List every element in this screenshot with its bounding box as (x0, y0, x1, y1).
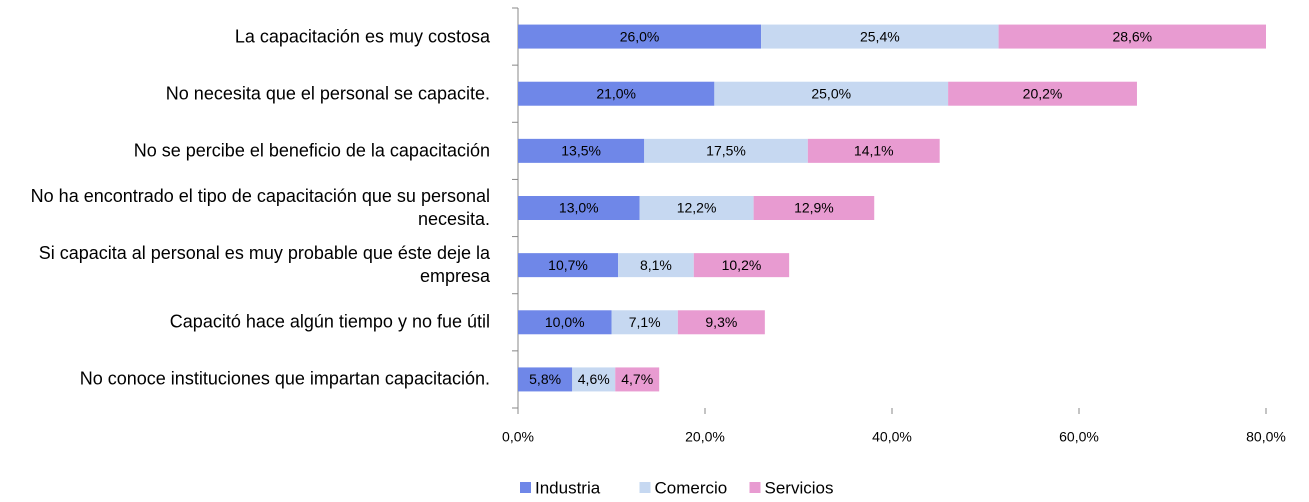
bar-segment (693, 253, 790, 278)
legend-swatch (520, 482, 531, 493)
bar-segment (518, 367, 573, 392)
bar-segment (639, 196, 754, 220)
value-label: 25,0% (811, 85, 851, 101)
bar-segment (714, 81, 949, 106)
value-label: 4,7% (621, 371, 653, 387)
value-label: 12,9% (794, 200, 834, 216)
x-tick-label: 20,0% (685, 429, 725, 445)
value-label: 13,5% (561, 143, 601, 159)
x-tick-label: 40,0% (872, 429, 912, 445)
x-tick-label: 60,0% (1059, 429, 1099, 445)
category-label: La capacitación es muy costosa (234, 26, 490, 47)
value-label: 5,8% (529, 371, 561, 387)
value-label: 12,2% (677, 200, 717, 216)
bar-segment (644, 138, 808, 163)
bar-segment (572, 367, 616, 392)
value-label: 7,1% (629, 314, 661, 330)
value-label: 10,0% (545, 314, 585, 330)
bar-segment (761, 24, 999, 49)
bar-segment (615, 367, 660, 392)
bar-segment (518, 81, 715, 106)
bar-segment (518, 253, 619, 278)
value-label: 9,3% (705, 314, 737, 330)
bar-segment (518, 138, 645, 163)
legend-label: Comercio (655, 478, 728, 497)
value-label: 28,6% (1112, 28, 1152, 44)
bar-segment (807, 138, 940, 163)
value-label: 14,1% (854, 143, 894, 159)
value-label: 10,7% (548, 257, 588, 273)
legend-swatch (749, 482, 761, 493)
bar-segment (611, 310, 678, 335)
value-label: 8,1% (640, 257, 672, 273)
bar-segment (753, 196, 875, 220)
bar-segment (998, 24, 1266, 49)
value-label: 13,0% (559, 200, 599, 216)
value-label: 17,5% (706, 143, 746, 159)
value-label: 10,2% (722, 257, 762, 273)
category-label: No ha encontrado el tipo de capacitación… (30, 186, 490, 229)
value-label: 25,4% (860, 28, 900, 44)
x-tick-label: 80,0% (1246, 429, 1286, 445)
legend-label: Industria (535, 478, 601, 497)
x-tick-label: 0,0% (502, 429, 534, 445)
bar-segment (618, 253, 694, 278)
bar-segment (518, 310, 612, 335)
value-label: 20,2% (1023, 85, 1063, 101)
category-label: No se percibe el beneficio de la capacit… (133, 140, 490, 161)
value-label: 26,0% (620, 28, 660, 44)
category-label: Si capacita al personal es muy probable … (38, 243, 490, 287)
category-label: No necesita que el personal se capacite. (165, 83, 490, 104)
legend-label: Servicios (765, 478, 834, 497)
bar-segment (948, 81, 1137, 106)
legend-swatch (639, 482, 651, 493)
bar-segment (518, 196, 640, 220)
category-label: Capacitó hace algún tiempo y no fue útil (169, 311, 490, 332)
value-label: 21,0% (596, 85, 636, 101)
bar-segment (518, 24, 762, 49)
category-label: No conoce instituciones que impartan cap… (79, 368, 490, 389)
bar-segment (677, 310, 765, 335)
value-label: 4,6% (578, 371, 610, 387)
